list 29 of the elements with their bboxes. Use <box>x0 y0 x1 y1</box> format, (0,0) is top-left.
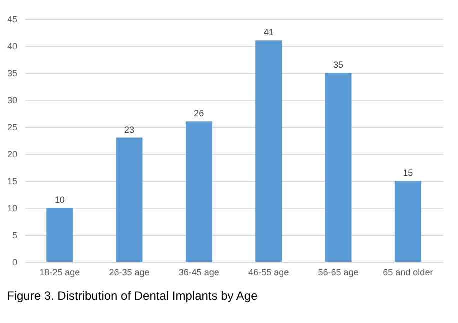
x-tick-label: 18-25 age <box>40 268 80 278</box>
x-tick-label: 65 and older <box>383 268 434 278</box>
x-tick-label: 26-35 age <box>109 268 150 278</box>
data-label: 10 <box>54 195 65 205</box>
bar <box>46 208 74 262</box>
y-tick-label: 40 <box>7 42 18 52</box>
y-tick-label: 25 <box>7 122 18 132</box>
data-label: 26 <box>194 108 204 119</box>
bar <box>394 181 422 262</box>
y-tick-label: 35 <box>7 68 18 78</box>
data-label: 41 <box>264 28 274 38</box>
x-tick-label: 46-55 age <box>248 268 290 278</box>
bar <box>325 73 352 262</box>
y-tick-label: 20 <box>7 150 18 160</box>
data-label: 23 <box>124 124 135 135</box>
x-tick-label: 56-65 age <box>318 268 359 278</box>
y-tick-label: 10 <box>7 204 18 214</box>
data-label: 35 <box>333 60 344 70</box>
y-tick-label: 5 <box>12 230 18 240</box>
y-tick-label: 15 <box>7 176 18 186</box>
data-label: 15 <box>403 168 414 178</box>
bar <box>116 138 143 262</box>
y-tick-label: 45 <box>7 14 18 24</box>
bar <box>186 122 212 262</box>
bar <box>256 40 282 262</box>
x-tick-label: 36-45 age <box>178 268 220 278</box>
text: Figure 3. Distribution of Dental Implants by Age <box>6 289 258 303</box>
y-tick-label: 0 <box>12 258 18 268</box>
y-tick-label: 30 <box>7 96 18 106</box>
